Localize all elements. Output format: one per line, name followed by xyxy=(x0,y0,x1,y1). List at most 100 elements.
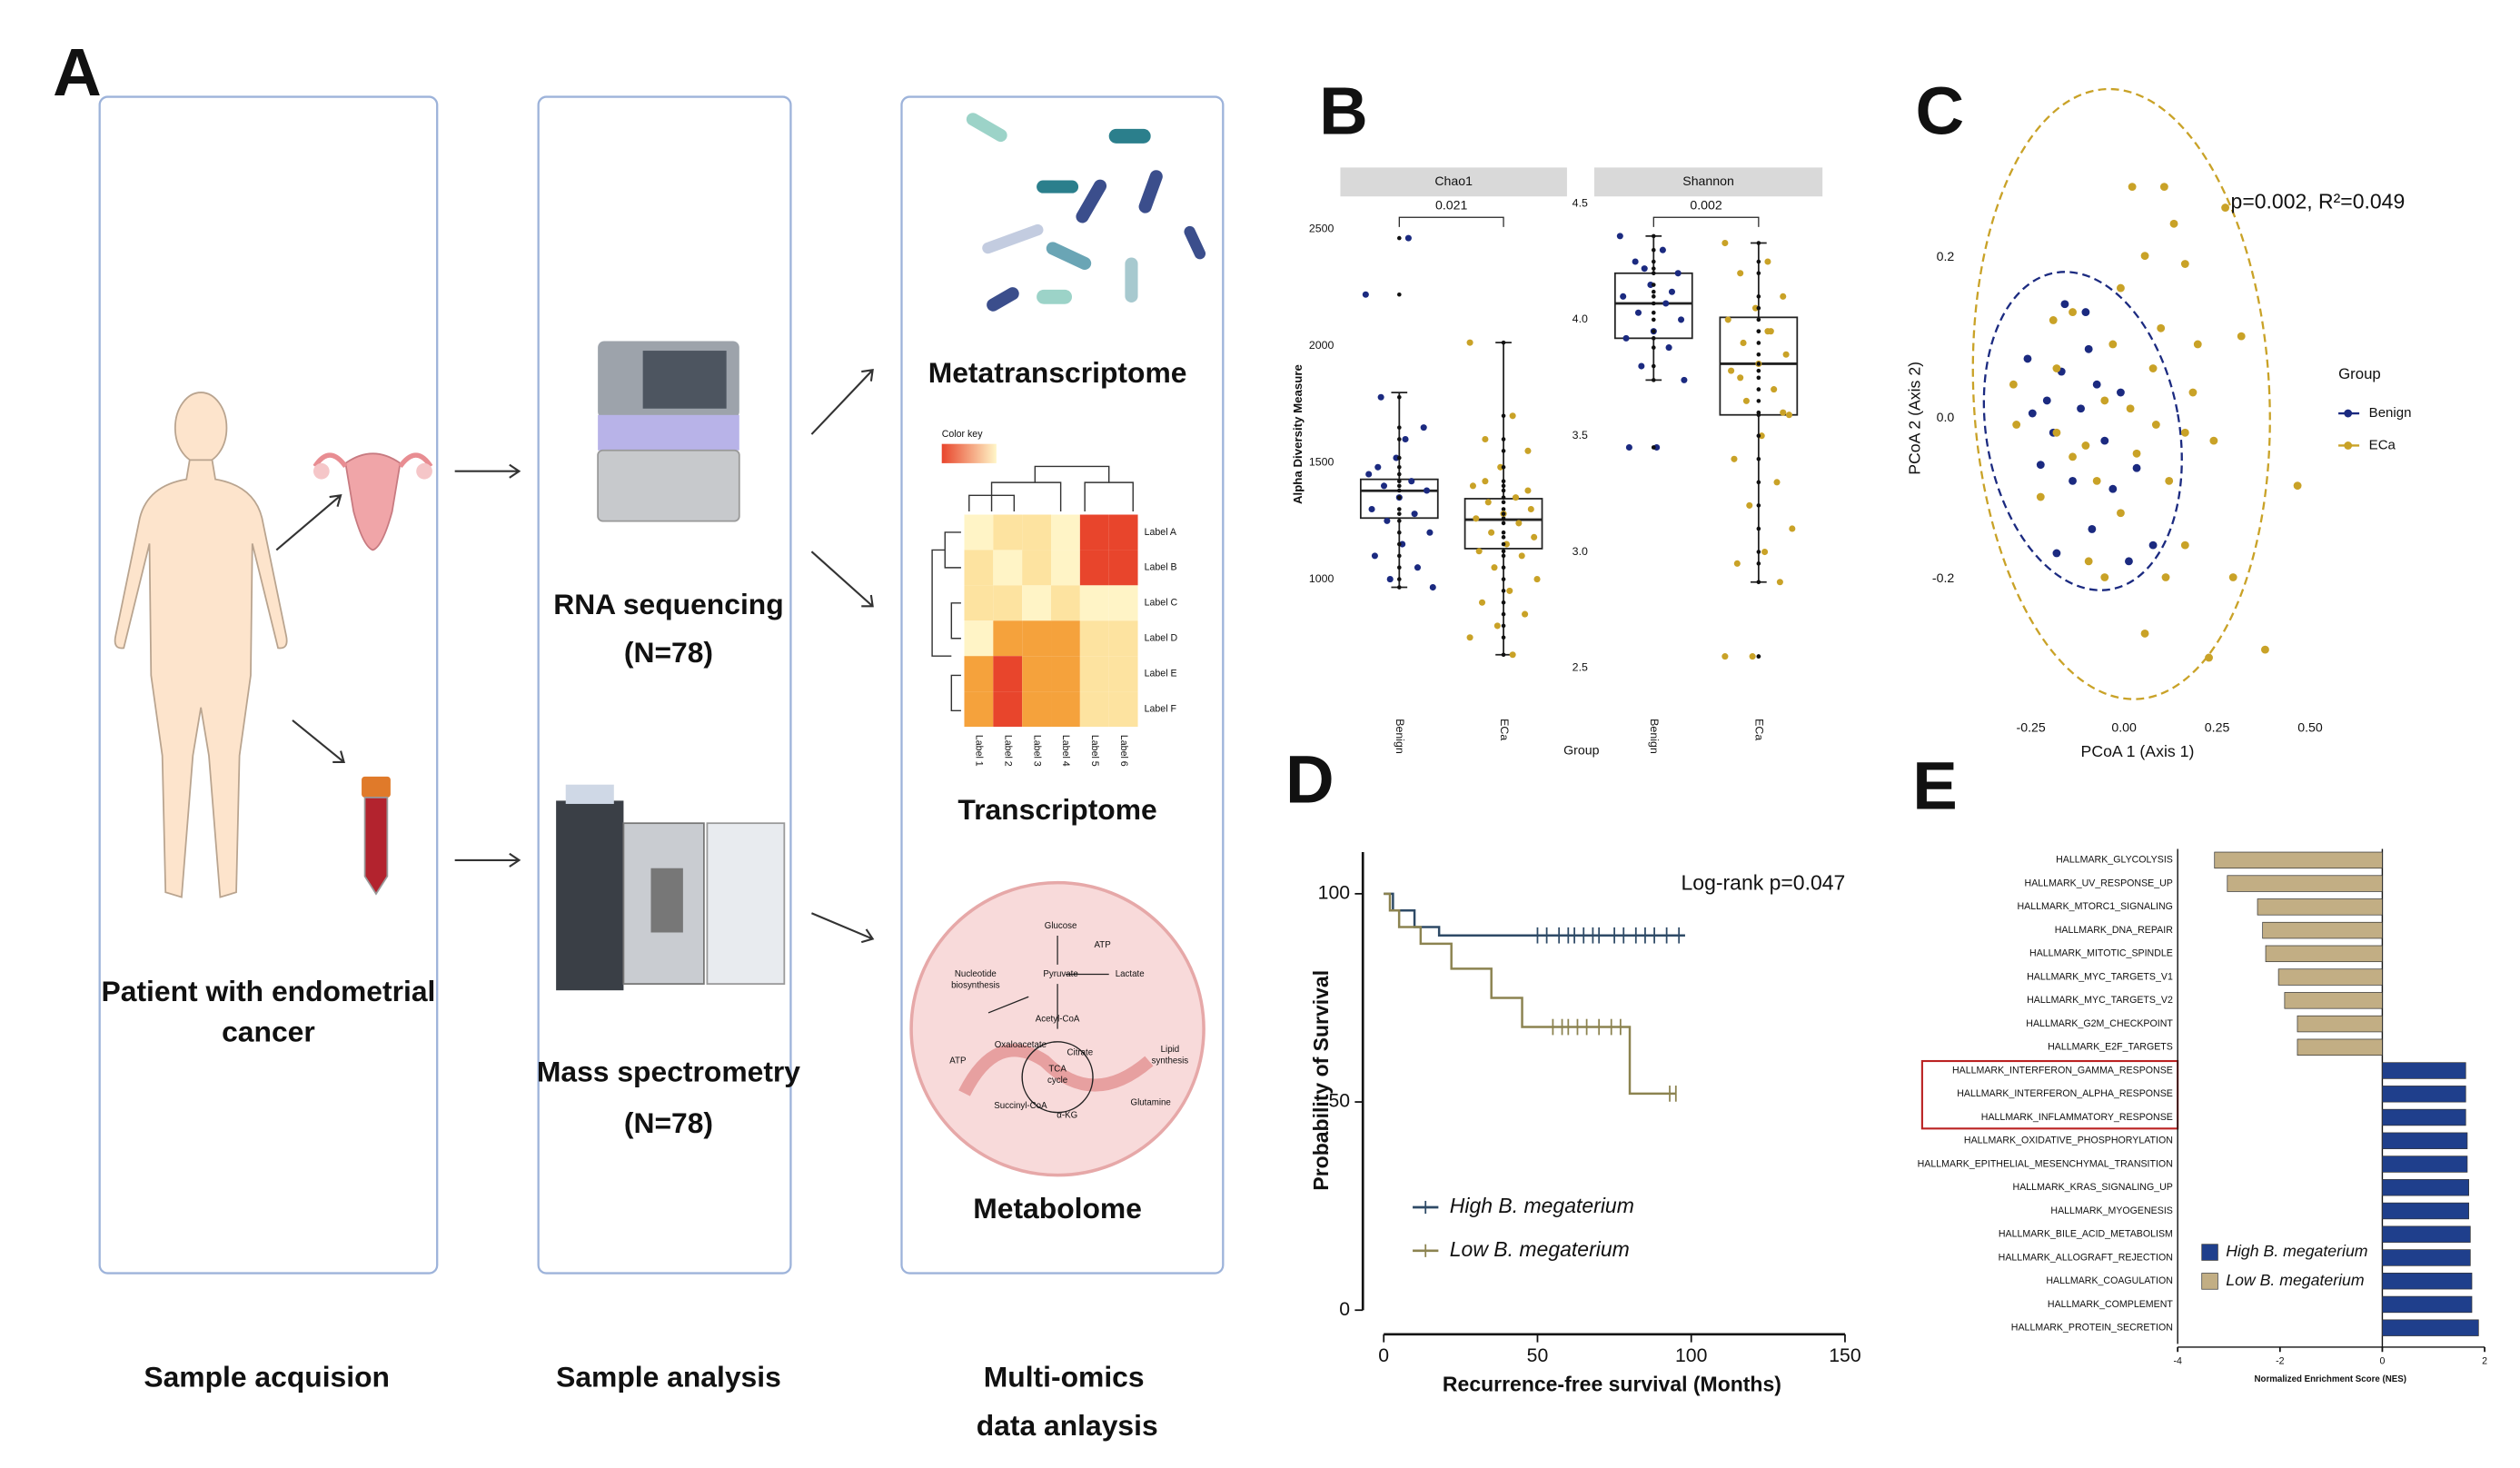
pathway-text: Citrate xyxy=(1067,1048,1094,1058)
point xyxy=(2117,388,2125,397)
heat-row-label: Label A xyxy=(1145,527,1177,538)
point-center xyxy=(1501,488,1506,493)
point-center xyxy=(1397,235,1402,241)
point-center xyxy=(1501,495,1506,500)
heat-cell xyxy=(993,585,1023,621)
bar xyxy=(2265,945,2383,963)
point-center xyxy=(1756,317,1761,322)
point xyxy=(2128,183,2137,192)
point xyxy=(2126,404,2135,413)
heat-cell xyxy=(1079,585,1109,621)
heat-row-label: Label F xyxy=(1145,703,1177,714)
heat-cell xyxy=(993,514,1023,550)
point xyxy=(2060,300,2069,309)
point xyxy=(1659,246,1666,253)
y-tick-label: HALLMARK_ALLOGRAFT_REJECTION xyxy=(1999,1252,2173,1263)
heat-cell xyxy=(1051,514,1080,550)
point-center xyxy=(1651,317,1656,322)
point-center xyxy=(1756,341,1761,345)
stage-box xyxy=(98,95,439,1275)
heat-row-label: Label C xyxy=(1145,598,1178,609)
point-center xyxy=(1756,399,1761,403)
point-center xyxy=(1756,410,1761,415)
pathway-text: ATP xyxy=(1095,940,1111,950)
point xyxy=(1789,525,1796,532)
point xyxy=(2069,308,2077,317)
point-center xyxy=(1501,507,1506,511)
point xyxy=(2036,461,2045,470)
bar xyxy=(2382,1225,2471,1243)
y-tick-label: HALLMARK_GLYCOLYSIS xyxy=(2056,855,2173,866)
sequencer-icon xyxy=(597,341,740,522)
heat-cell xyxy=(964,620,994,657)
heat-cell xyxy=(1051,620,1080,657)
point-center xyxy=(1397,541,1402,547)
heat-cell xyxy=(964,550,994,586)
heat-row-label: Label D xyxy=(1145,633,1178,644)
bar xyxy=(2382,1132,2468,1149)
point xyxy=(1482,478,1489,485)
point xyxy=(2148,541,2158,550)
y-tick-label: HALLMARK_PROTEIN_SECRETION xyxy=(2011,1322,2173,1333)
heat-cell xyxy=(1051,550,1080,586)
survival-curve xyxy=(1384,892,1685,937)
point xyxy=(2108,484,2118,493)
p-value: 0.021 xyxy=(1435,198,1468,213)
rna-n: (N=78) xyxy=(624,636,713,669)
point xyxy=(1515,520,1523,527)
point xyxy=(2180,428,2189,437)
pathway-text: biosynthesis xyxy=(951,980,1000,990)
pathway-text: α-KG xyxy=(1057,1111,1077,1121)
point-center xyxy=(1756,271,1761,276)
point-center xyxy=(1756,368,1761,373)
legend-key xyxy=(2201,1244,2218,1261)
point-center xyxy=(1501,553,1506,559)
point xyxy=(1742,397,1750,404)
facet-strip xyxy=(1593,167,1823,197)
pathway-text: Pyruvate xyxy=(1043,969,1077,979)
point xyxy=(2088,525,2097,533)
x-axis-label: Group xyxy=(1563,742,1599,757)
point-center xyxy=(1501,479,1506,484)
point xyxy=(2161,573,2170,581)
y-tick-label: 0 xyxy=(1339,1299,1350,1320)
x-axis-label: PCoA 1 (Axis 1) xyxy=(2081,742,2195,760)
point xyxy=(1466,634,1473,641)
point xyxy=(1776,579,1783,586)
legend-key xyxy=(2344,409,2353,418)
pathway-text: Glucose xyxy=(1045,921,1077,931)
point xyxy=(1475,548,1483,555)
point xyxy=(2193,340,2202,349)
point-center xyxy=(1756,305,1761,311)
y-tick-label: HALLMARK_COAGULATION xyxy=(2046,1275,2173,1286)
panel-label: E xyxy=(1912,748,1958,823)
uterus-icon xyxy=(313,452,433,551)
point xyxy=(1404,234,1412,242)
point-center xyxy=(1397,483,1402,489)
point xyxy=(1380,482,1388,490)
legend-label: Benign xyxy=(2369,405,2412,421)
point xyxy=(2159,183,2168,192)
point-center xyxy=(1501,541,1506,547)
x-tick-label: -2 xyxy=(2276,1356,2285,1367)
x-tick-label: ECa xyxy=(1753,719,1766,740)
point xyxy=(1782,351,1790,358)
point xyxy=(1780,293,1787,300)
patient-icon xyxy=(114,392,288,898)
point-center xyxy=(1756,259,1761,264)
point xyxy=(2052,428,2061,437)
point xyxy=(1751,304,1760,312)
point-center xyxy=(1501,623,1506,629)
point xyxy=(1731,455,1738,462)
point xyxy=(1728,367,1735,374)
patient-label: cancer xyxy=(222,1015,315,1047)
omics-label: Transcriptome xyxy=(957,793,1156,826)
point xyxy=(2069,476,2077,485)
point xyxy=(1503,541,1510,548)
point-center xyxy=(1501,521,1506,526)
point xyxy=(1414,564,1422,571)
stage-label: Sample analysis xyxy=(556,1361,781,1394)
x-tick-label: 0.25 xyxy=(2205,720,2230,735)
heat-cell xyxy=(964,514,994,550)
